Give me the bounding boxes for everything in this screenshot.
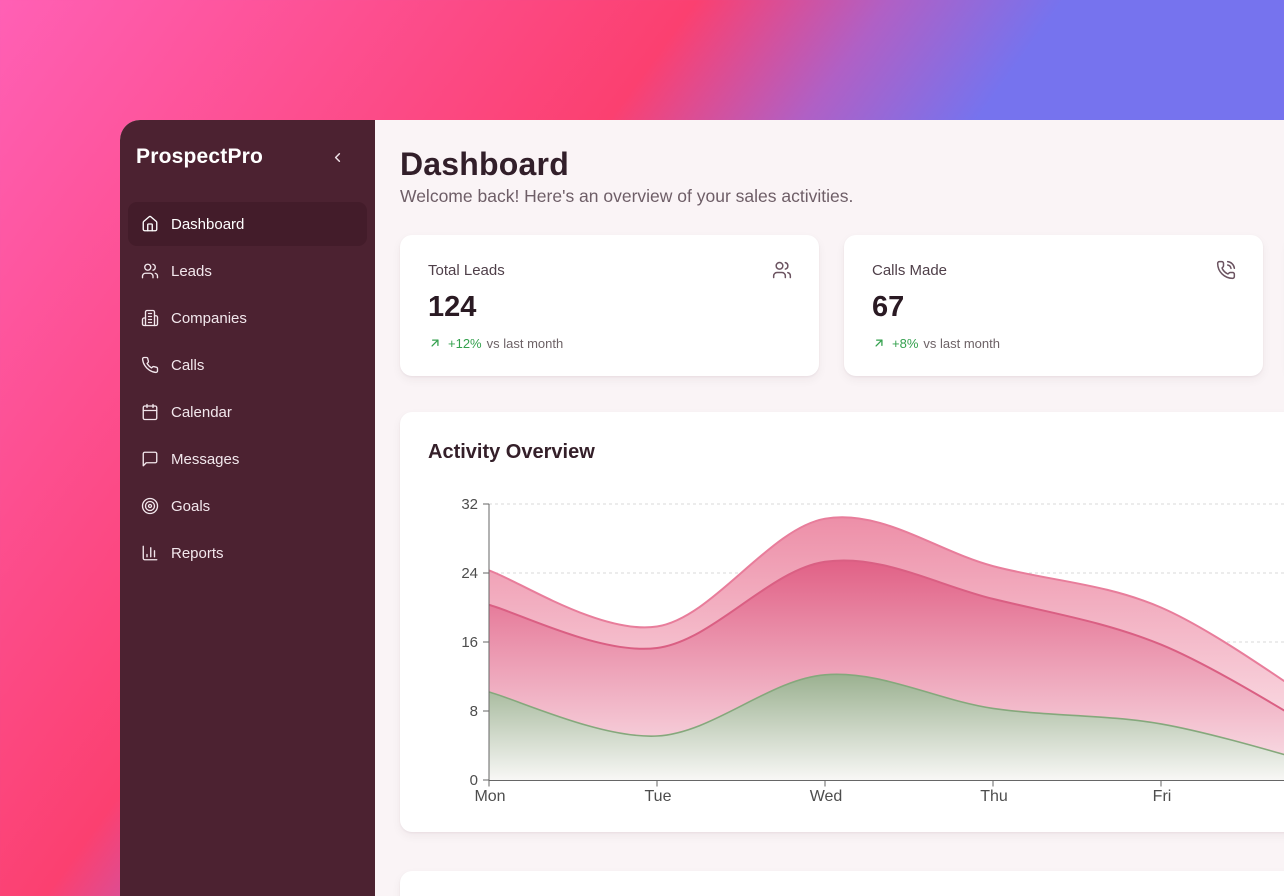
svg-text:Fri: Fri [1153,788,1172,805]
svg-text:24: 24 [461,565,478,582]
svg-text:32: 32 [461,496,478,513]
svg-text:16: 16 [461,634,478,651]
svg-text:0: 0 [470,772,478,789]
svg-text:Mon: Mon [474,788,505,805]
svg-text:8: 8 [470,703,478,720]
svg-text:Wed: Wed [810,788,843,805]
svg-text:Thu: Thu [980,788,1008,805]
svg-text:Tue: Tue [645,788,672,805]
